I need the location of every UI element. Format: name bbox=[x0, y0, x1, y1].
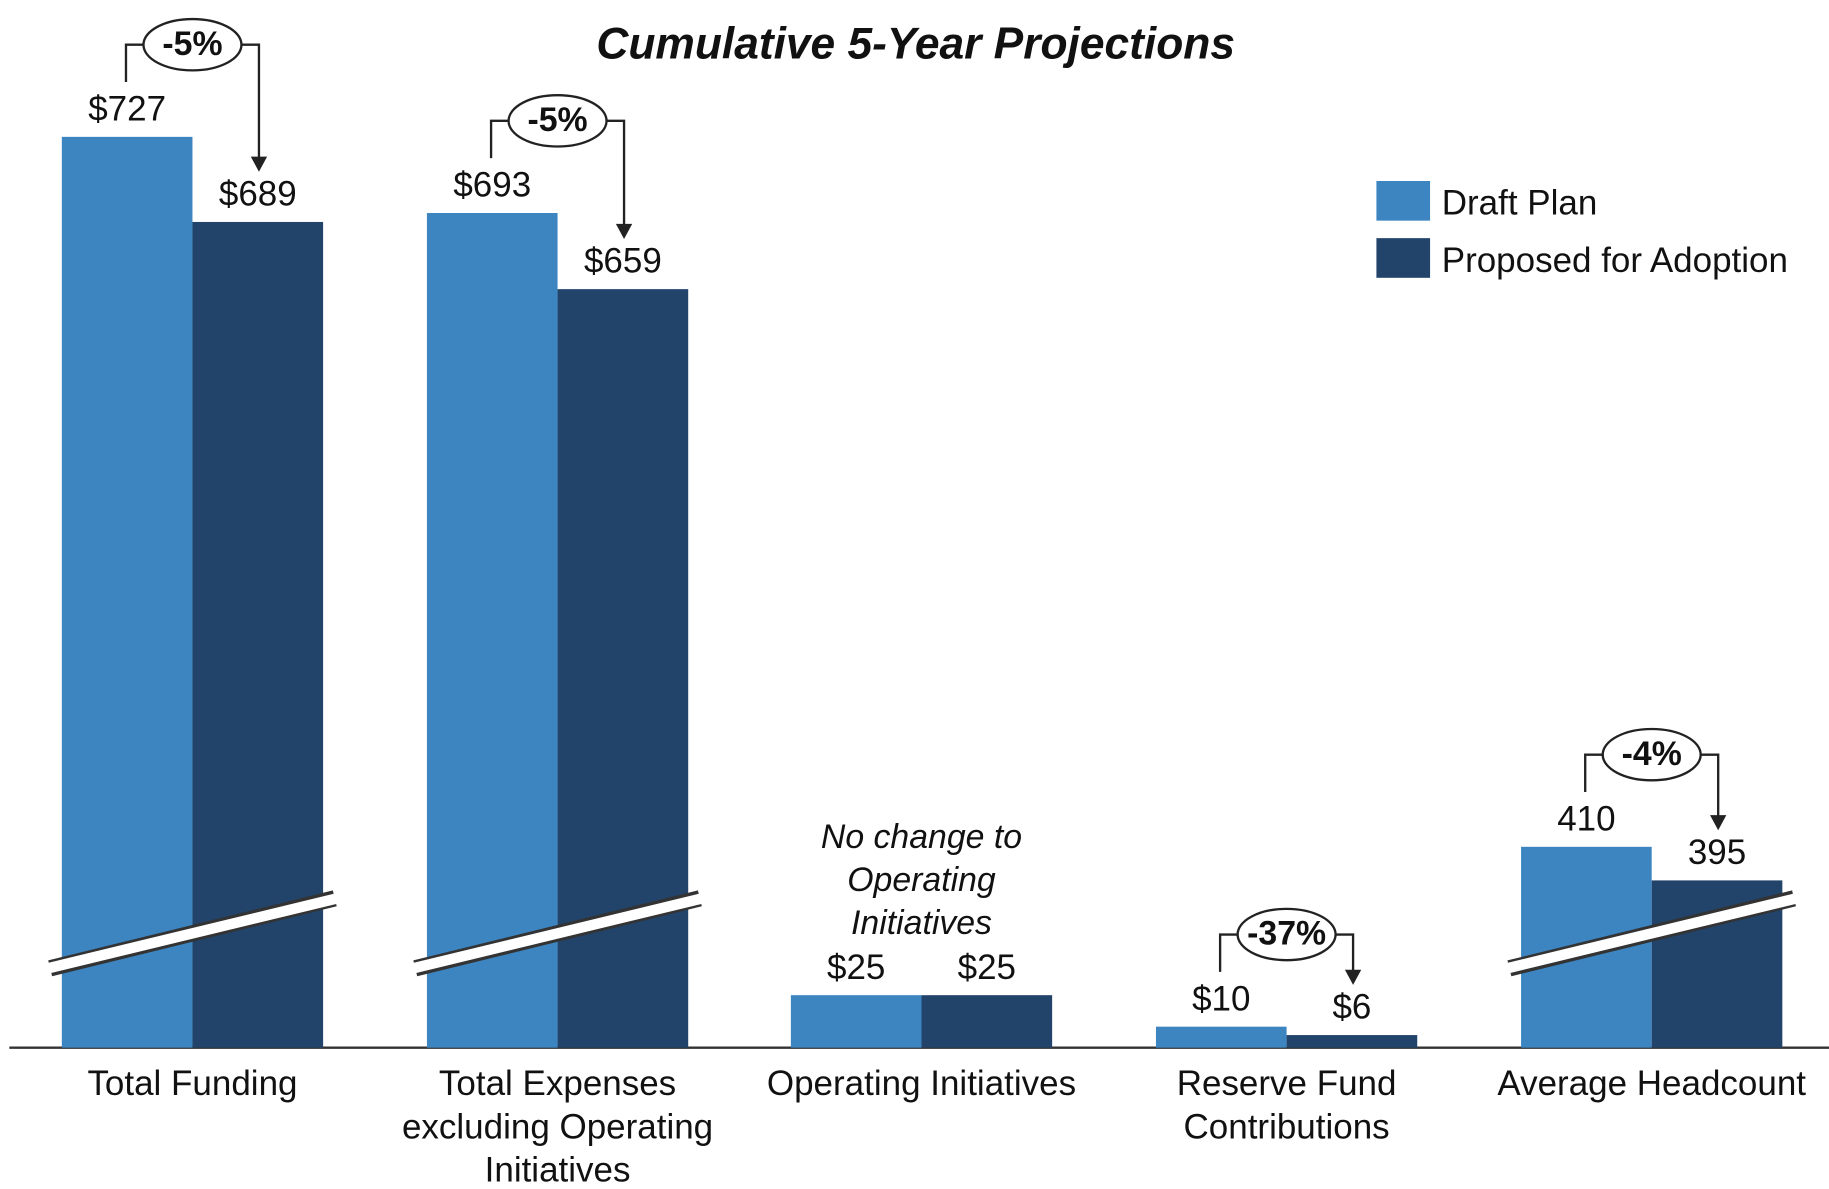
x-tick-label: Average Headcount bbox=[1497, 1064, 1806, 1103]
change-label: -5% bbox=[162, 25, 222, 63]
bar bbox=[1286, 1035, 1418, 1048]
change-label: -37% bbox=[1247, 915, 1326, 953]
legend-label: Draft Plan bbox=[1442, 184, 1598, 223]
change-badge bbox=[1236, 907, 1337, 962]
change-label: -4% bbox=[1622, 735, 1682, 773]
legend-swatch bbox=[1376, 238, 1431, 278]
x-tick-label: Reserve Fund Contributions bbox=[1177, 1064, 1397, 1146]
bar bbox=[1155, 1026, 1287, 1048]
change-badge bbox=[1601, 727, 1702, 782]
x-tick-label: Total Expenses excluding Operating Initiat… bbox=[402, 1064, 713, 1189]
value-label: $693 bbox=[453, 166, 531, 205]
annotation: No change to Operating Initiatives bbox=[821, 818, 1022, 942]
change-arrow bbox=[1710, 815, 1727, 831]
x-tick-label: Total Funding bbox=[87, 1064, 297, 1103]
x-tick-label: Operating Initiatives bbox=[767, 1064, 1076, 1103]
change-arrow bbox=[250, 156, 268, 172]
value-label: $25 bbox=[958, 948, 1016, 987]
value-label: $659 bbox=[584, 242, 662, 281]
value-label: 395 bbox=[1688, 833, 1746, 872]
value-label: $6 bbox=[1332, 988, 1371, 1027]
value-label: $25 bbox=[827, 948, 885, 987]
value-label: $727 bbox=[88, 89, 166, 128]
change-arrow bbox=[615, 223, 633, 239]
change-arrow bbox=[1344, 969, 1362, 985]
bar bbox=[790, 995, 922, 1048]
value-label: $689 bbox=[219, 175, 297, 214]
chart-title: Cumulative 5-Year Projections bbox=[596, 20, 1235, 69]
change-label: -5% bbox=[527, 101, 587, 139]
value-label: 410 bbox=[1557, 799, 1615, 838]
bar bbox=[426, 212, 558, 1048]
legend-label: Proposed for Adoption bbox=[1442, 241, 1788, 280]
change-badge bbox=[142, 17, 243, 72]
legend-swatch bbox=[1376, 180, 1431, 221]
axis-break bbox=[411, 893, 704, 974]
axis-break bbox=[1505, 893, 1798, 974]
bar bbox=[61, 136, 193, 1048]
change-badge bbox=[507, 94, 608, 148]
value-label: $10 bbox=[1192, 979, 1250, 1018]
bar bbox=[921, 995, 1053, 1048]
axis-break bbox=[46, 893, 339, 974]
